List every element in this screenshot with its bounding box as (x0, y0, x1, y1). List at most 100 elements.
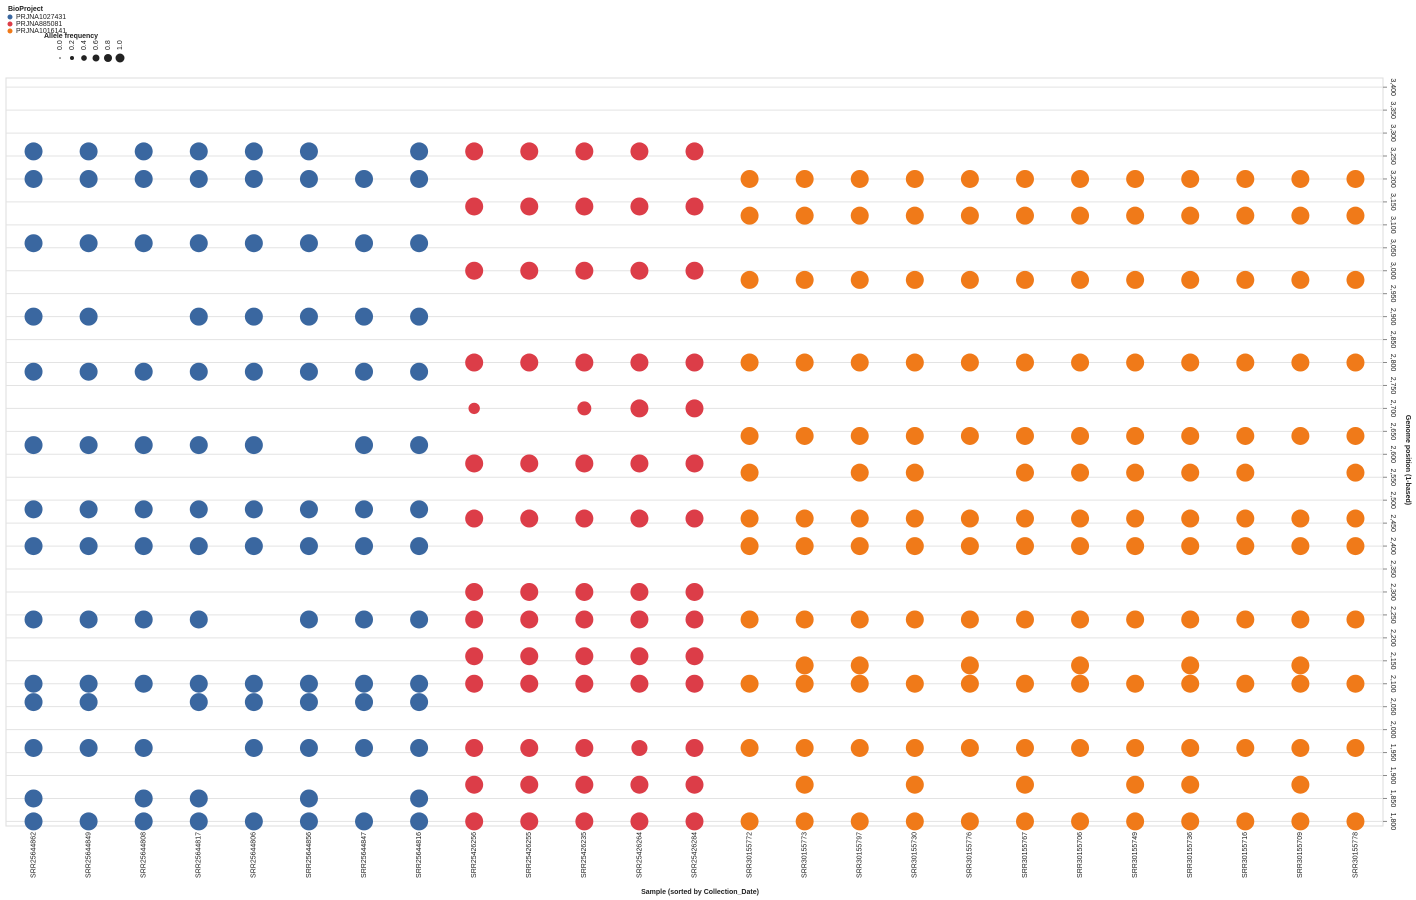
dot (685, 454, 704, 473)
x-tick-label: SRR30155797 (857, 832, 864, 878)
dot (575, 738, 594, 757)
plot-area (5, 77, 1384, 827)
dot (1126, 509, 1145, 528)
x-tick-label: SRR25644817 (196, 832, 203, 878)
dot (850, 426, 869, 445)
dot (1071, 270, 1090, 289)
dot (1181, 674, 1200, 693)
dot (1291, 812, 1310, 831)
dot (465, 647, 484, 666)
dot (1071, 656, 1090, 675)
dot (299, 674, 318, 693)
dot (134, 674, 153, 693)
dot (905, 206, 924, 225)
dot (795, 426, 814, 445)
dot (189, 537, 208, 556)
dot (795, 206, 814, 225)
size-label: 0.8 (105, 40, 112, 50)
dot (630, 142, 649, 161)
dot (410, 142, 429, 161)
dot (1291, 270, 1310, 289)
dot (1015, 610, 1034, 629)
dot (960, 206, 979, 225)
dot (189, 307, 208, 326)
dot (1346, 812, 1365, 831)
dot (465, 582, 484, 601)
dot (1126, 270, 1145, 289)
dot (905, 674, 924, 693)
dot (79, 537, 98, 556)
dot (1015, 775, 1034, 794)
dot (1071, 812, 1090, 831)
dot (685, 509, 704, 528)
dot (465, 610, 484, 629)
dot (189, 610, 208, 629)
dot (685, 142, 704, 161)
dot (685, 647, 704, 666)
x-tick-label: SRR30155706 (1077, 832, 1084, 878)
dot (630, 647, 649, 666)
dot (850, 738, 869, 757)
dot (740, 206, 759, 225)
dot (685, 353, 704, 372)
y-tick-label: 2,350 (1389, 560, 1396, 578)
dot (1291, 169, 1310, 188)
dot (1071, 509, 1090, 528)
dot (1126, 206, 1145, 225)
dot (189, 812, 208, 831)
dot (1291, 610, 1310, 629)
dot (24, 693, 43, 712)
dot (468, 402, 480, 415)
y-tick-label: 3,000 (1389, 262, 1396, 280)
x-tick-label: SRR30155709 (1297, 832, 1304, 878)
dot (630, 582, 649, 601)
y-tick-label: 2,550 (1389, 468, 1396, 486)
dot (685, 399, 704, 418)
dot (795, 610, 814, 629)
dot (685, 674, 704, 693)
dot (79, 436, 98, 455)
dot (795, 738, 814, 757)
dot (1126, 738, 1145, 757)
dot (1071, 738, 1090, 757)
dot (850, 674, 869, 693)
x-tick-label: SRR25426255 (526, 832, 533, 878)
dot (685, 582, 704, 601)
y-tick-label: 3,150 (1389, 193, 1396, 211)
y-tick-label: 2,400 (1389, 537, 1396, 555)
dot (685, 197, 704, 216)
dot (1071, 610, 1090, 629)
dot (1291, 426, 1310, 445)
dot (244, 234, 263, 253)
dot (189, 436, 208, 455)
dot (740, 537, 759, 556)
dot (795, 775, 814, 794)
dot (24, 169, 43, 188)
dot (189, 789, 208, 808)
size-legend-title: Allele frequency (44, 33, 98, 40)
dot (1346, 169, 1365, 188)
dot (244, 500, 263, 519)
dot (79, 693, 98, 712)
dot (575, 812, 594, 831)
y-axis-title: Genome position (1-based) (1404, 415, 1411, 505)
dot (244, 693, 263, 712)
size-swatch (115, 53, 125, 63)
dot (520, 509, 539, 528)
dot (630, 261, 649, 280)
dot (960, 812, 979, 831)
dot (299, 738, 318, 757)
x-tick-label: SRR30155778 (1352, 832, 1359, 878)
x-tick-label: SRR25426256 (471, 832, 478, 878)
x-tick-label: SRR30155773 (802, 832, 809, 878)
dot (79, 362, 98, 381)
dot (1291, 656, 1310, 675)
dot (1291, 674, 1310, 693)
dot (1181, 509, 1200, 528)
y-tick-label: 2,600 (1389, 446, 1396, 464)
dot (79, 142, 98, 161)
dot (24, 812, 43, 831)
x-tick-label: SRR30155749 (1132, 832, 1139, 878)
dot (79, 738, 98, 757)
dot (189, 693, 208, 712)
